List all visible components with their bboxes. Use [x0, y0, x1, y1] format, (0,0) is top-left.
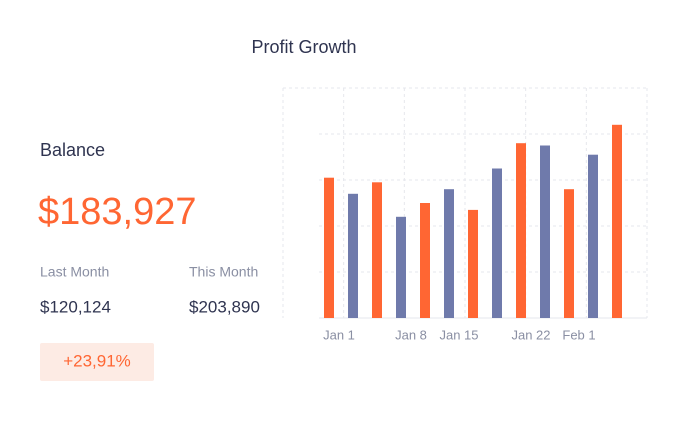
bar: [396, 216, 406, 318]
x-tick-label: Jan 15: [439, 327, 478, 342]
balance-amount: $183,927: [38, 191, 197, 233]
bar: [492, 168, 502, 318]
this-month-value: $203,890: [189, 297, 260, 316]
change-value: +23,91%: [63, 351, 131, 370]
bar: [612, 124, 622, 318]
bar: [468, 209, 478, 318]
bar: [564, 189, 574, 318]
change-badge: [40, 343, 154, 381]
bar: [444, 189, 454, 318]
bar: [540, 145, 550, 318]
bar: [420, 203, 430, 318]
bar: [516, 143, 526, 318]
bar: [348, 193, 358, 318]
this-month-label: This Month: [189, 264, 258, 280]
x-tick-label: Feb 1: [562, 327, 595, 342]
x-tick-label: Jan 8: [395, 327, 427, 342]
x-tick-label: Jan 1: [323, 327, 355, 342]
last-month-value: $120,124: [40, 297, 111, 316]
bar: [588, 154, 598, 318]
balance-label: Balance: [40, 140, 105, 160]
x-tick-label: Jan 22: [511, 327, 550, 342]
bar: [324, 177, 334, 318]
last-month-label: Last Month: [40, 264, 109, 280]
chart-title: Profit Growth: [251, 37, 356, 57]
bar: [372, 182, 382, 318]
